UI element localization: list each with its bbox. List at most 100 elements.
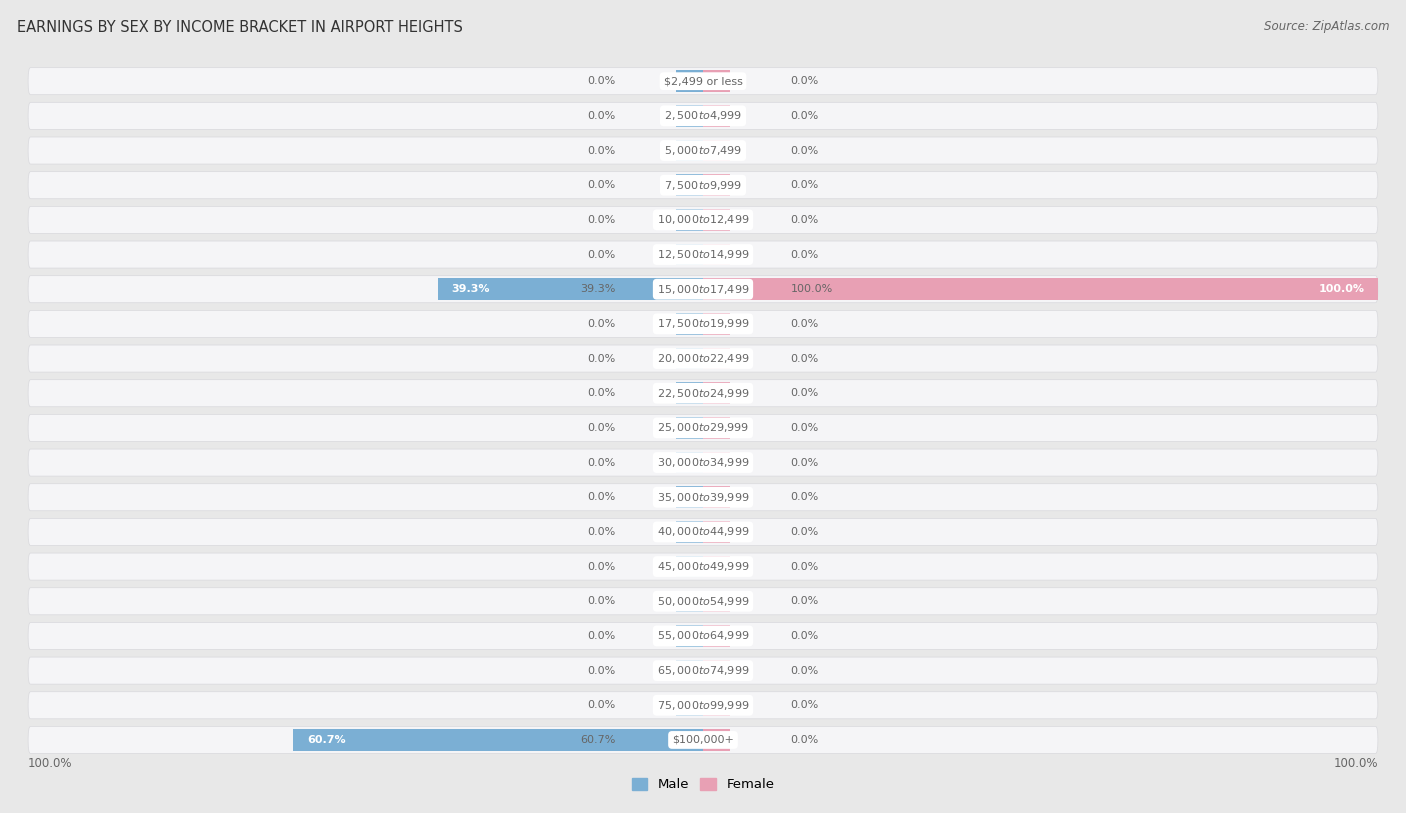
Bar <box>676 694 703 716</box>
Text: $15,000 to $17,499: $15,000 to $17,499 <box>657 283 749 296</box>
Text: $17,500 to $19,999: $17,500 to $19,999 <box>657 317 749 330</box>
FancyBboxPatch shape <box>28 380 1378 406</box>
Legend: Male, Female: Male, Female <box>626 772 780 797</box>
Bar <box>437 279 703 300</box>
Text: 0.0%: 0.0% <box>790 389 818 398</box>
Text: $10,000 to $12,499: $10,000 to $12,499 <box>657 213 749 226</box>
Bar <box>703 486 730 508</box>
Text: $35,000 to $39,999: $35,000 to $39,999 <box>657 491 749 504</box>
FancyBboxPatch shape <box>28 102 1378 129</box>
Bar <box>703 175 730 196</box>
Text: 0.0%: 0.0% <box>588 562 616 572</box>
Bar <box>703 244 730 265</box>
Bar <box>676 382 703 404</box>
Bar <box>703 556 730 577</box>
FancyBboxPatch shape <box>28 449 1378 476</box>
FancyBboxPatch shape <box>28 276 1378 302</box>
FancyBboxPatch shape <box>28 484 1378 511</box>
FancyBboxPatch shape <box>28 692 1378 719</box>
Text: $30,000 to $34,999: $30,000 to $34,999 <box>657 456 749 469</box>
Text: 0.0%: 0.0% <box>588 146 616 155</box>
Text: 0.0%: 0.0% <box>588 527 616 537</box>
FancyBboxPatch shape <box>28 172 1378 198</box>
Text: 0.0%: 0.0% <box>588 596 616 606</box>
Text: 0.0%: 0.0% <box>790 354 818 363</box>
Bar <box>676 521 703 542</box>
Text: 60.7%: 60.7% <box>579 735 616 745</box>
Text: 0.0%: 0.0% <box>790 319 818 329</box>
Text: $25,000 to $29,999: $25,000 to $29,999 <box>657 421 749 434</box>
Bar <box>294 729 703 750</box>
Bar <box>703 452 730 473</box>
Bar <box>703 417 730 439</box>
Bar <box>703 625 730 646</box>
Bar <box>676 452 703 473</box>
Bar <box>676 625 703 646</box>
Bar <box>703 313 730 335</box>
Text: 0.0%: 0.0% <box>588 666 616 676</box>
Text: 0.0%: 0.0% <box>588 700 616 711</box>
Text: Source: ZipAtlas.com: Source: ZipAtlas.com <box>1264 20 1389 33</box>
Text: 0.0%: 0.0% <box>790 423 818 433</box>
FancyBboxPatch shape <box>28 137 1378 164</box>
Text: 0.0%: 0.0% <box>588 111 616 121</box>
Text: $50,000 to $54,999: $50,000 to $54,999 <box>657 595 749 608</box>
Bar <box>703 729 730 750</box>
FancyBboxPatch shape <box>28 311 1378 337</box>
Bar <box>703 590 730 612</box>
Text: 0.0%: 0.0% <box>790 596 818 606</box>
Text: $2,500 to $4,999: $2,500 to $4,999 <box>664 110 742 122</box>
Text: 0.0%: 0.0% <box>588 631 616 641</box>
Text: 100.0%: 100.0% <box>790 285 832 294</box>
Bar <box>676 660 703 681</box>
Text: $40,000 to $44,999: $40,000 to $44,999 <box>657 525 749 538</box>
Text: 0.0%: 0.0% <box>790 76 818 86</box>
Text: 0.0%: 0.0% <box>588 215 616 225</box>
Text: $22,500 to $24,999: $22,500 to $24,999 <box>657 387 749 400</box>
Text: 0.0%: 0.0% <box>588 250 616 259</box>
Text: EARNINGS BY SEX BY INCOME BRACKET IN AIRPORT HEIGHTS: EARNINGS BY SEX BY INCOME BRACKET IN AIR… <box>17 20 463 35</box>
Text: $20,000 to $22,499: $20,000 to $22,499 <box>657 352 749 365</box>
Text: $5,000 to $7,499: $5,000 to $7,499 <box>664 144 742 157</box>
Bar <box>676 244 703 265</box>
Text: 39.3%: 39.3% <box>451 285 489 294</box>
Text: 0.0%: 0.0% <box>790 250 818 259</box>
FancyBboxPatch shape <box>28 553 1378 580</box>
Text: 0.0%: 0.0% <box>790 146 818 155</box>
Text: 0.0%: 0.0% <box>588 423 616 433</box>
Text: 0.0%: 0.0% <box>588 492 616 502</box>
Text: 0.0%: 0.0% <box>588 389 616 398</box>
Text: 0.0%: 0.0% <box>790 111 818 121</box>
FancyBboxPatch shape <box>28 241 1378 268</box>
Bar <box>676 140 703 161</box>
FancyBboxPatch shape <box>28 519 1378 546</box>
Text: 100.0%: 100.0% <box>1319 285 1364 294</box>
Text: 0.0%: 0.0% <box>790 700 818 711</box>
Text: 0.0%: 0.0% <box>588 319 616 329</box>
Text: $45,000 to $49,999: $45,000 to $49,999 <box>657 560 749 573</box>
Bar <box>676 175 703 196</box>
FancyBboxPatch shape <box>28 345 1378 372</box>
Text: 0.0%: 0.0% <box>790 215 818 225</box>
Text: $100,000+: $100,000+ <box>672 735 734 745</box>
Text: 0.0%: 0.0% <box>790 527 818 537</box>
Bar <box>703 382 730 404</box>
Text: 0.0%: 0.0% <box>790 180 818 190</box>
FancyBboxPatch shape <box>28 727 1378 754</box>
Bar <box>703 209 730 231</box>
Bar <box>676 71 703 92</box>
Text: 0.0%: 0.0% <box>588 354 616 363</box>
Text: 100.0%: 100.0% <box>28 757 73 770</box>
Text: $55,000 to $64,999: $55,000 to $64,999 <box>657 629 749 642</box>
Bar <box>703 694 730 716</box>
Text: 0.0%: 0.0% <box>790 631 818 641</box>
Bar <box>703 660 730 681</box>
Bar <box>676 417 703 439</box>
Text: 0.0%: 0.0% <box>790 666 818 676</box>
Bar <box>676 590 703 612</box>
Text: $75,000 to $99,999: $75,000 to $99,999 <box>657 699 749 711</box>
Bar <box>676 105 703 127</box>
FancyBboxPatch shape <box>28 415 1378 441</box>
Text: 100.0%: 100.0% <box>1333 757 1378 770</box>
Bar <box>703 140 730 161</box>
